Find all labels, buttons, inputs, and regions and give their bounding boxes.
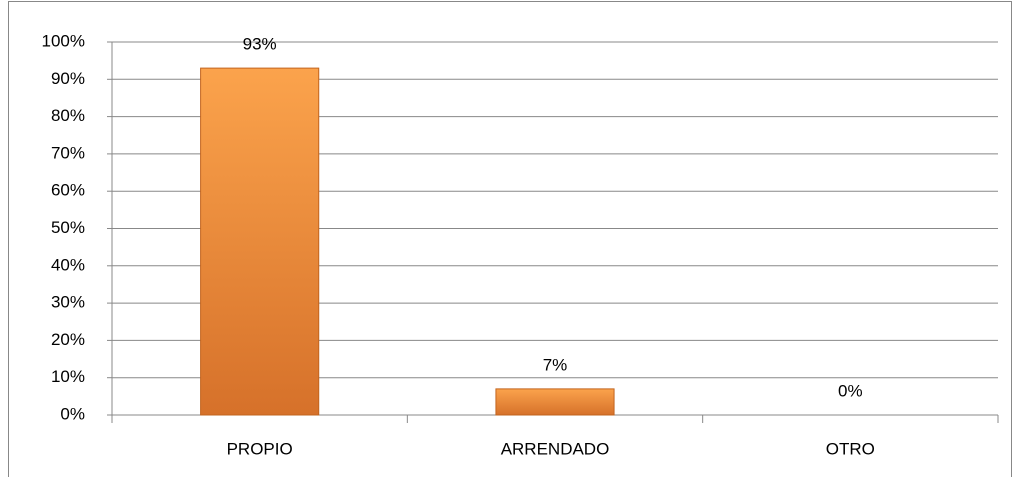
- bar: [200, 67, 320, 416]
- bar: [495, 388, 615, 416]
- y-tick-label: 0%: [60, 404, 85, 423]
- y-tick-label: 80%: [51, 106, 85, 125]
- value-label: 93%: [243, 35, 277, 54]
- y-tick-label: 90%: [51, 69, 85, 88]
- x-tick-label: PROPIO: [227, 439, 293, 458]
- value-label: 7%: [543, 355, 568, 374]
- value-label: 0%: [838, 381, 863, 400]
- y-tick-label: 70%: [51, 143, 85, 162]
- chart-border: [8, 1, 1012, 477]
- y-tick-label: 40%: [51, 255, 85, 274]
- y-tick-label: 60%: [51, 181, 85, 200]
- y-tick-label: 30%: [51, 293, 85, 312]
- y-tick-label: 20%: [51, 330, 85, 349]
- y-tick-label: 50%: [51, 218, 85, 237]
- x-tick-label: OTRO: [826, 439, 875, 458]
- x-tick-label: ARRENDADO: [501, 439, 610, 458]
- y-tick-label: 10%: [51, 367, 85, 386]
- y-tick-label: 100%: [42, 31, 85, 50]
